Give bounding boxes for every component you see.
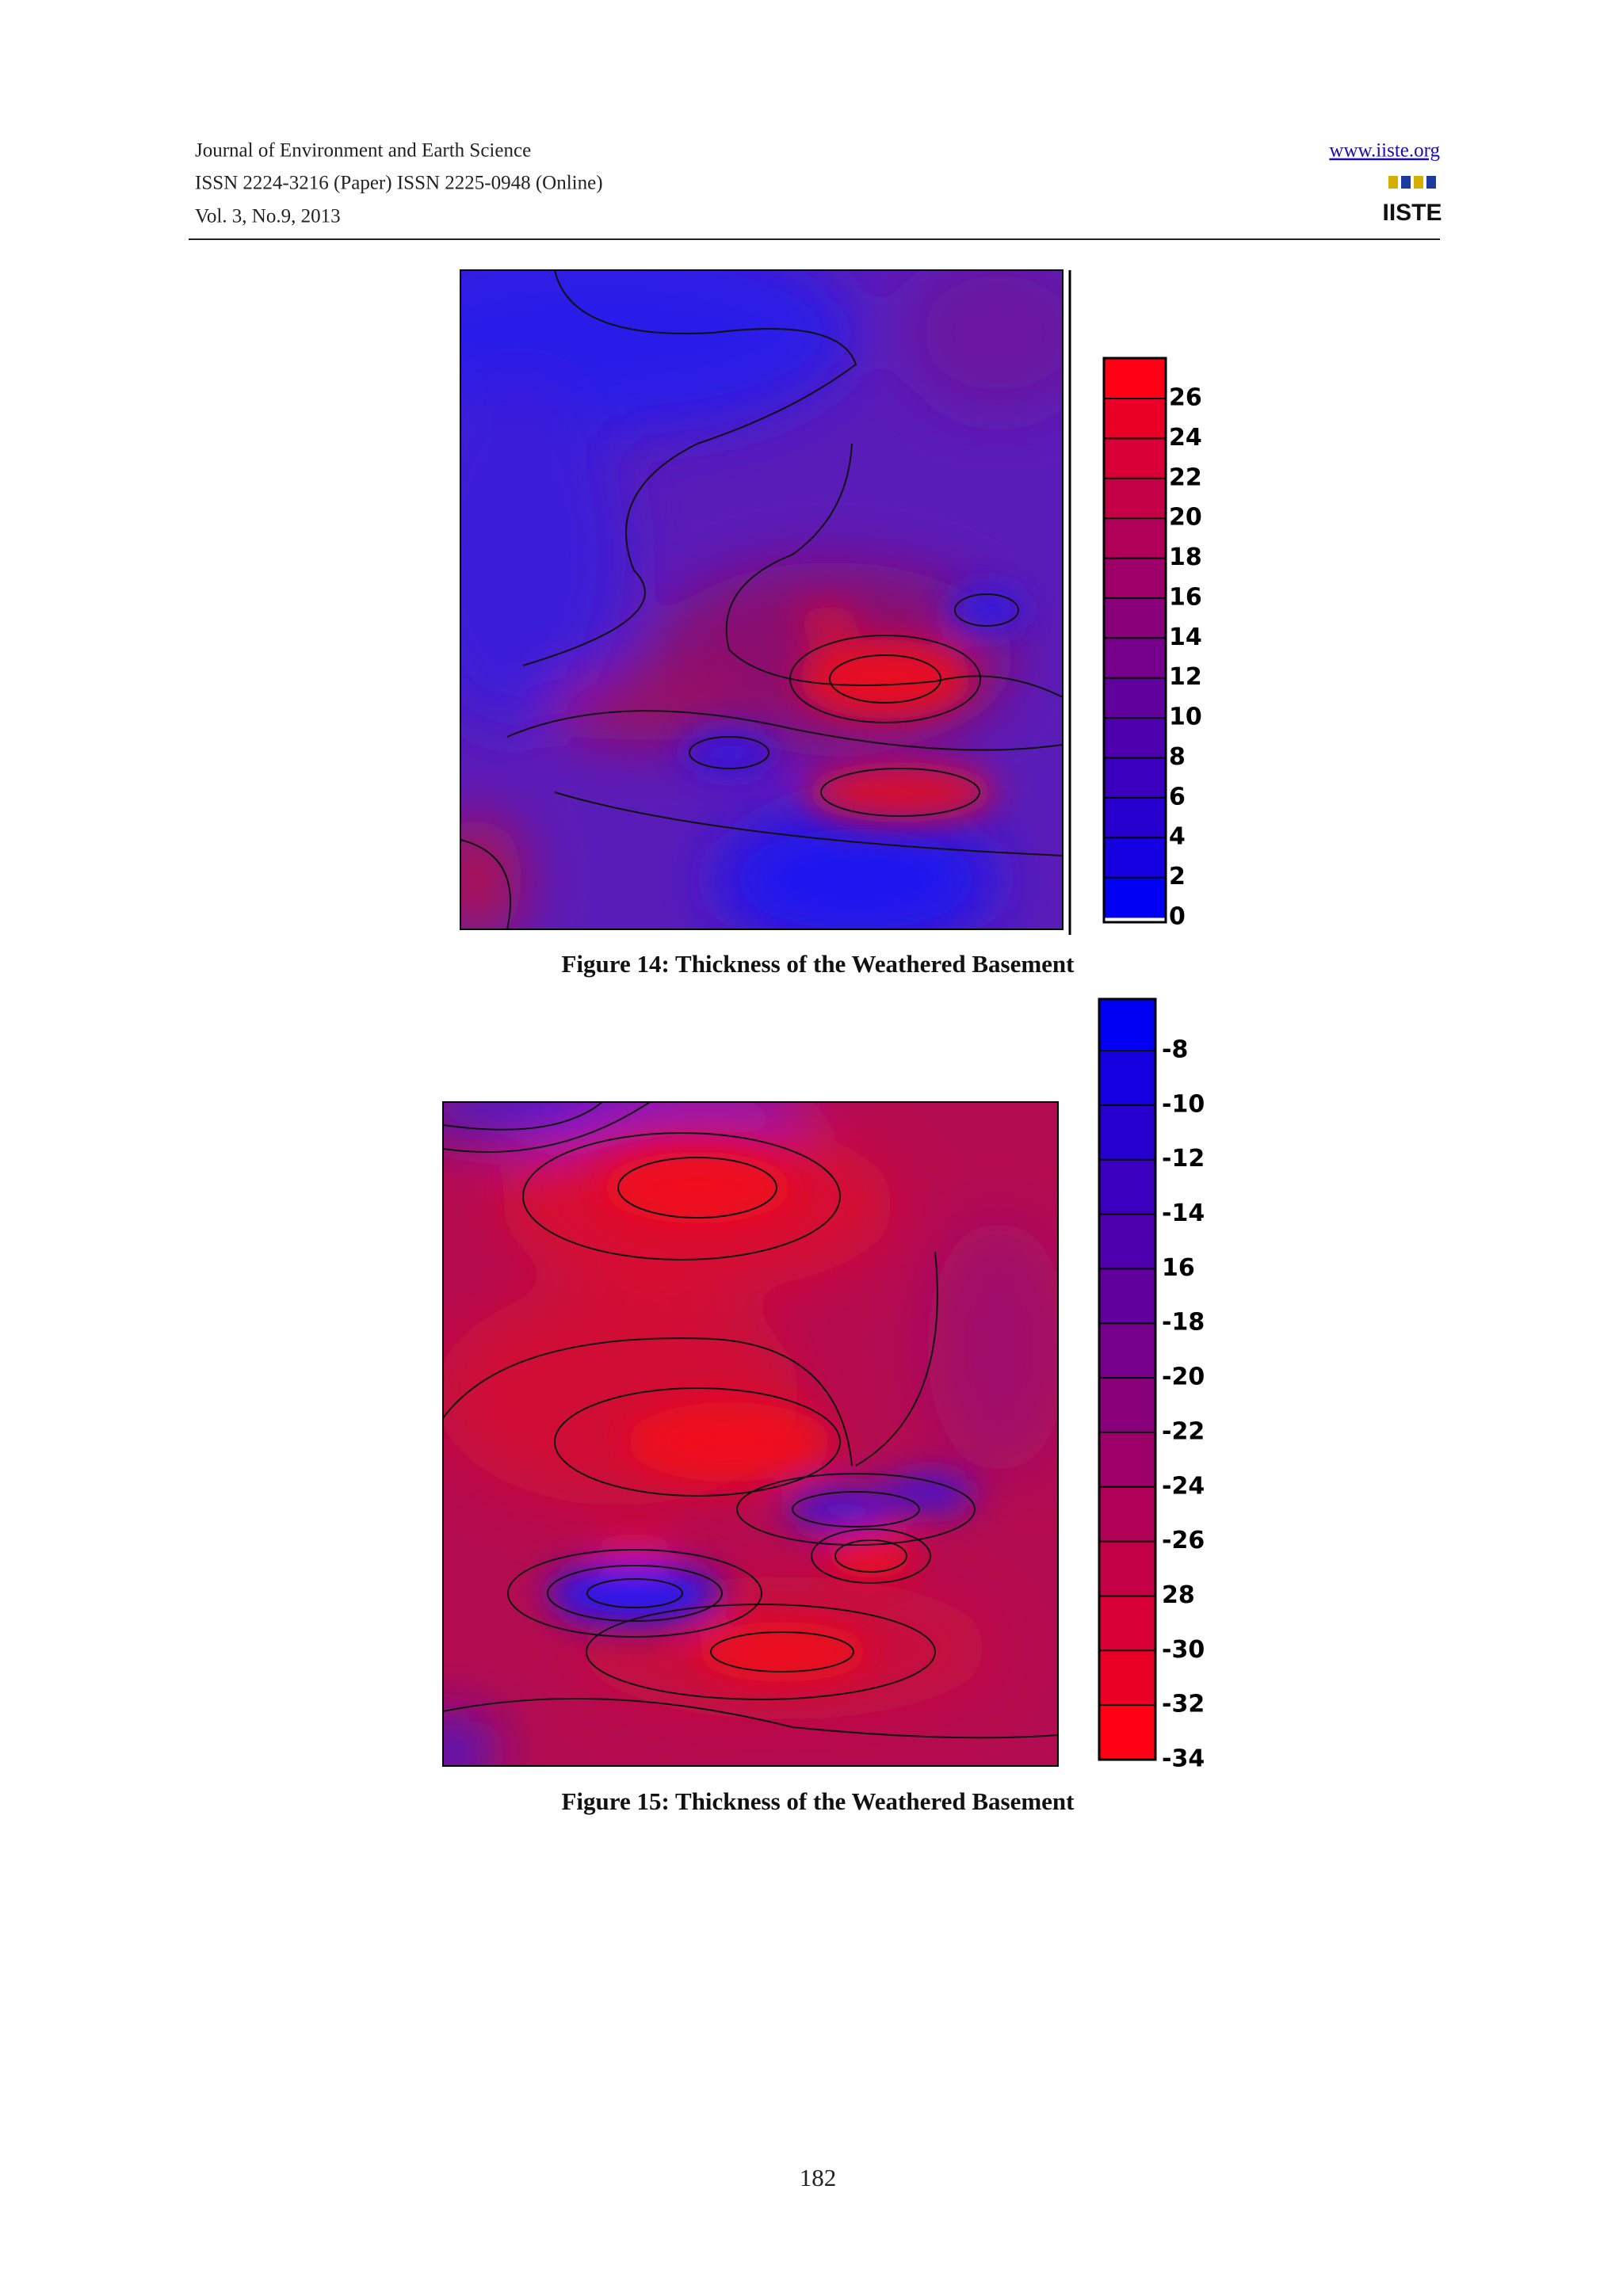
colorbar-band bbox=[1104, 558, 1166, 599]
map-frame bbox=[460, 269, 1064, 930]
colorbar-band bbox=[1099, 1541, 1155, 1596]
colorbar-label: -34 bbox=[1162, 1745, 1205, 1773]
colorbar-label: 4 bbox=[1169, 823, 1186, 851]
colorbar-band bbox=[1099, 999, 1155, 1051]
colorbar-band bbox=[1099, 1051, 1155, 1106]
colorbar-label: -32 bbox=[1162, 1691, 1205, 1718]
colorbar-band bbox=[1104, 438, 1166, 479]
colorbar-label: 2 bbox=[1169, 863, 1186, 891]
contour-map bbox=[460, 270, 1063, 929]
colorbar-label: 16 bbox=[1162, 1254, 1195, 1282]
colorbar-band bbox=[1104, 597, 1166, 639]
volume: Vol. 3, No.9, 2013 bbox=[195, 206, 341, 227]
colorbar-label: -18 bbox=[1162, 1309, 1205, 1337]
colorbar-label: -22 bbox=[1162, 1417, 1205, 1445]
page-number: 182 bbox=[800, 2164, 837, 2191]
figure-caption: Figure 14: Thickness of the Weathered Ba… bbox=[562, 950, 1075, 978]
colorbar-band bbox=[1104, 478, 1166, 519]
colorbar-label: -20 bbox=[1162, 1363, 1205, 1391]
logo-text: IISTE bbox=[1382, 200, 1442, 226]
colorbar-label: 24 bbox=[1169, 424, 1202, 452]
colorbar-label: -26 bbox=[1162, 1527, 1205, 1554]
colorbar-band bbox=[1104, 638, 1166, 679]
colorbar-band bbox=[1104, 877, 1166, 918]
colorbar-band bbox=[1104, 757, 1166, 799]
colorbar-label: 0 bbox=[1169, 903, 1186, 931]
website-link[interactable]: www.iiste.org bbox=[1329, 140, 1440, 162]
colorbar-band bbox=[1099, 1268, 1155, 1324]
colorbar-band bbox=[1099, 1378, 1155, 1433]
colorbar-band bbox=[1104, 797, 1166, 838]
colorbar-label: -12 bbox=[1162, 1145, 1205, 1173]
colorbar-band bbox=[1099, 1650, 1155, 1706]
colorbar-frame bbox=[1098, 997, 1157, 1761]
colorbar-band bbox=[1099, 1104, 1155, 1161]
colorbar-band bbox=[1104, 718, 1166, 758]
journal-name: Journal of Environment and Earth Science bbox=[195, 140, 531, 162]
colorbar-band bbox=[1099, 1323, 1155, 1379]
colorbar-label: 16 bbox=[1169, 583, 1202, 611]
colorbar-band bbox=[1099, 1159, 1155, 1215]
contour-map bbox=[443, 1102, 1058, 1766]
colorbar-band bbox=[1104, 399, 1166, 439]
colorbar-label: 8 bbox=[1169, 743, 1186, 771]
colorbar-label: -14 bbox=[1162, 1199, 1205, 1227]
colorbar-label: 14 bbox=[1169, 624, 1202, 651]
logo: IISTE bbox=[1382, 176, 1442, 226]
colorbar-label: 12 bbox=[1169, 663, 1202, 691]
colorbar-band bbox=[1104, 518, 1166, 559]
colorbar-frame bbox=[1102, 357, 1167, 924]
issn: ISSN 2224-3216 (Paper) ISSN 2225-0948 (O… bbox=[195, 173, 603, 194]
colorbar-label: -30 bbox=[1162, 1636, 1205, 1664]
colorbar-label: -10 bbox=[1162, 1090, 1205, 1118]
colorbar-band bbox=[1104, 677, 1166, 719]
colorbar-label: 6 bbox=[1169, 783, 1186, 810]
figure-caption: Figure 15: Thickness of the Weathered Ba… bbox=[562, 1787, 1075, 1815]
colorbar-band bbox=[1104, 358, 1166, 399]
colorbar-band bbox=[1099, 1596, 1155, 1651]
colorbar-label: 22 bbox=[1169, 463, 1202, 491]
colorbar-label: 18 bbox=[1169, 543, 1202, 571]
colorbar-label: 10 bbox=[1169, 704, 1202, 731]
colorbar-band bbox=[1099, 1432, 1155, 1488]
colorbar-band bbox=[1099, 1486, 1155, 1543]
colorbar-label: 28 bbox=[1162, 1581, 1195, 1609]
colorbar-band bbox=[1099, 1214, 1155, 1269]
colorbar-band bbox=[1104, 837, 1166, 879]
map-frame bbox=[442, 1101, 1059, 1767]
colorbar-label: -24 bbox=[1162, 1472, 1205, 1500]
colorbar-band bbox=[1099, 1705, 1155, 1760]
colorbar-label: 26 bbox=[1169, 384, 1202, 412]
colorbar-label: -8 bbox=[1162, 1036, 1188, 1064]
colorbar-label: 20 bbox=[1169, 504, 1202, 532]
